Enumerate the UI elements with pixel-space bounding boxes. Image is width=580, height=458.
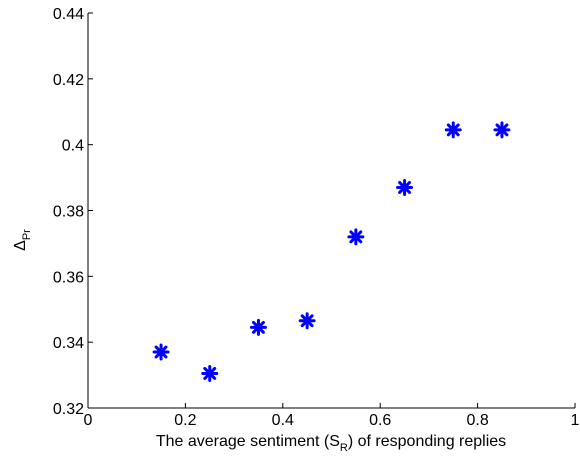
data-point (444, 121, 462, 139)
data-point (152, 343, 170, 361)
y-tick-label: 0.44 (53, 6, 84, 23)
x-tick-label: 0.4 (272, 412, 294, 429)
y-tick-label: 0.42 (53, 72, 84, 89)
data-point (249, 318, 267, 336)
x-tick-label: 0.2 (174, 412, 196, 429)
x-tick-label: 0.6 (369, 412, 391, 429)
x-tick-label: 1 (571, 412, 580, 429)
data-points (152, 121, 511, 382)
y-tick-label: 0.38 (53, 204, 84, 221)
data-point (298, 312, 316, 330)
x-tick-label: 0 (84, 412, 93, 429)
data-point (396, 178, 414, 196)
y-tick-label: 0.4 (62, 138, 84, 155)
x-tick-label: 0.8 (466, 412, 488, 429)
y-tick-label: 0.32 (53, 401, 84, 418)
axis-ticks: 0 0.2 0.4 0.6 0.8 1 0.32 0.34 0.36 0.38 0.4 0.42 0.4… (53, 6, 580, 429)
data-point (493, 121, 511, 139)
x-axis-label: The average sentiment (SR) of responding… (156, 433, 506, 454)
y-axis-label: ΔPr (12, 229, 33, 251)
y-tick-label: 0.34 (53, 335, 84, 352)
data-point (347, 228, 365, 246)
data-point (201, 364, 219, 382)
y-tick-label: 0.36 (53, 269, 84, 286)
